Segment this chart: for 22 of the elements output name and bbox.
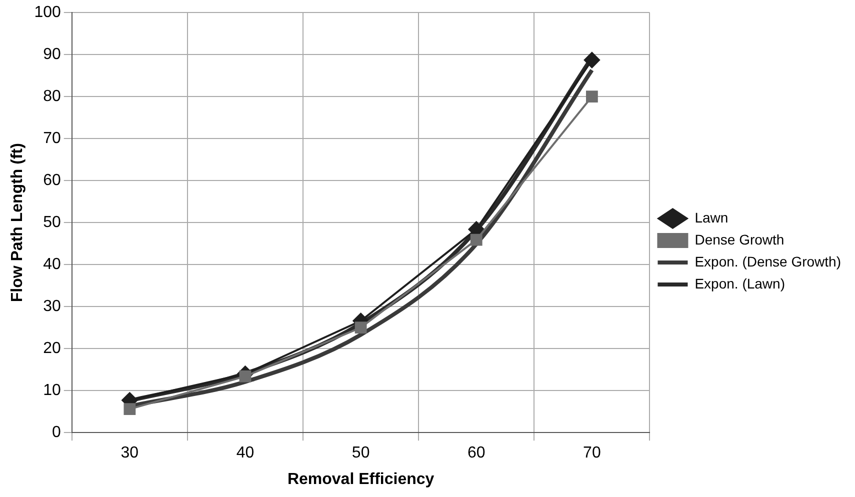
legend-label: Lawn — [694, 209, 728, 226]
x-tick-label: 30 — [120, 444, 139, 462]
legend-label: Dense Growth — [694, 231, 784, 248]
x-tick-label: 50 — [352, 444, 370, 462]
legend-label: Expon. (Dense Growth) — [694, 253, 842, 270]
x-tick-label: 70 — [583, 444, 601, 462]
y-tick-label: 30 — [43, 298, 61, 316]
y-tick-label: 40 — [43, 256, 61, 274]
y-tick-label: 80 — [43, 88, 61, 106]
y-tick-label: 0 — [52, 424, 61, 442]
y-tick-label: 90 — [43, 46, 61, 64]
y-tick-label: 100 — [34, 4, 61, 22]
legend-label: Expon. (Lawn) — [694, 275, 785, 292]
y-tick-label: 70 — [43, 130, 61, 148]
y-tick-label: 10 — [43, 382, 61, 400]
y-tick-label: 60 — [43, 172, 61, 190]
y-tick-label: 20 — [43, 340, 61, 358]
x-tick-label: 40 — [236, 444, 254, 462]
y-tick-label: 50 — [43, 214, 61, 232]
x-tick-label: 60 — [467, 444, 486, 462]
y-axis-title: Flow Path Length (ft) — [9, 143, 26, 302]
x-axis-title: Removal Efficiency — [287, 470, 434, 488]
